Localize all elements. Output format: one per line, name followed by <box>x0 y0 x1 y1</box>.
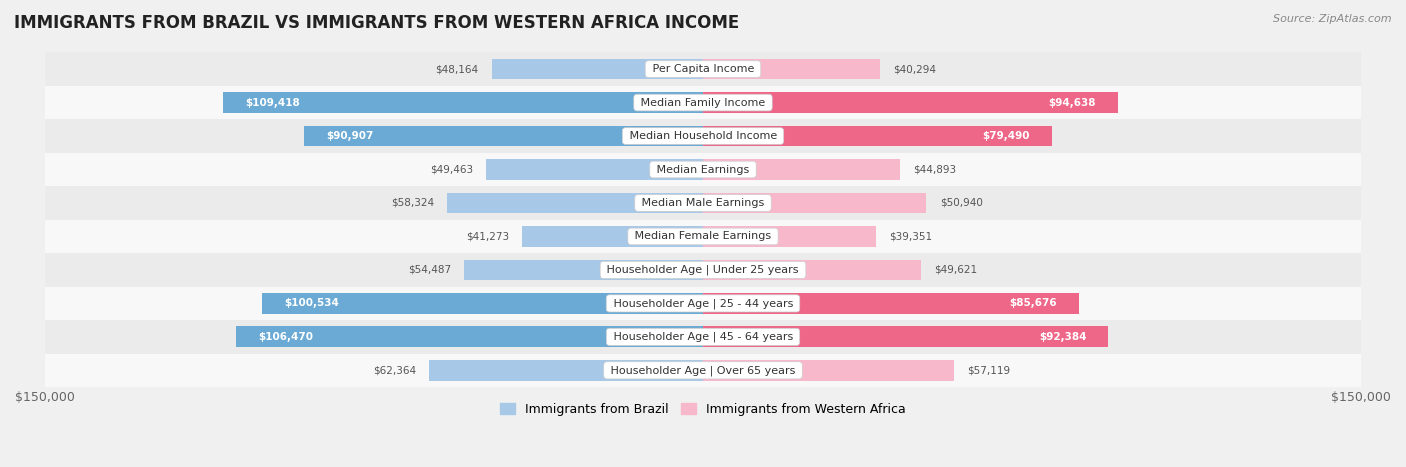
Text: Per Capita Income: Per Capita Income <box>648 64 758 74</box>
Text: $58,324: $58,324 <box>391 198 434 208</box>
Bar <box>447 192 703 213</box>
Text: $57,119: $57,119 <box>967 365 1010 375</box>
Bar <box>703 159 900 180</box>
Text: $39,351: $39,351 <box>889 232 932 241</box>
Bar <box>224 92 703 113</box>
Text: Householder Age | 25 - 44 years: Householder Age | 25 - 44 years <box>610 298 796 309</box>
Bar <box>464 260 703 280</box>
Text: $90,907: $90,907 <box>326 131 374 141</box>
Text: Householder Age | 45 - 64 years: Householder Age | 45 - 64 years <box>610 332 796 342</box>
Text: $41,273: $41,273 <box>465 232 509 241</box>
Text: $100,534: $100,534 <box>284 298 339 308</box>
Bar <box>703 293 1078 314</box>
Text: Median Earnings: Median Earnings <box>654 164 752 175</box>
Text: Median Male Earnings: Median Male Earnings <box>638 198 768 208</box>
Text: Householder Age | Under 25 years: Householder Age | Under 25 years <box>603 265 803 275</box>
Bar <box>304 126 703 147</box>
Bar <box>45 320 1361 354</box>
Text: $48,164: $48,164 <box>436 64 478 74</box>
Bar <box>703 226 876 247</box>
Text: $54,487: $54,487 <box>408 265 451 275</box>
Text: IMMIGRANTS FROM BRAZIL VS IMMIGRANTS FROM WESTERN AFRICA INCOME: IMMIGRANTS FROM BRAZIL VS IMMIGRANTS FRO… <box>14 14 740 32</box>
Text: Source: ZipAtlas.com: Source: ZipAtlas.com <box>1274 14 1392 24</box>
Bar <box>703 59 880 79</box>
Legend: Immigrants from Brazil, Immigrants from Western Africa: Immigrants from Brazil, Immigrants from … <box>495 398 911 421</box>
Text: $50,940: $50,940 <box>939 198 983 208</box>
Bar <box>703 326 1108 347</box>
Bar <box>236 326 703 347</box>
Bar <box>45 287 1361 320</box>
Bar <box>262 293 703 314</box>
Text: $79,490: $79,490 <box>983 131 1029 141</box>
Bar <box>703 92 1118 113</box>
Text: $92,384: $92,384 <box>1039 332 1087 342</box>
Bar <box>45 219 1361 253</box>
Text: $49,621: $49,621 <box>934 265 977 275</box>
Bar <box>522 226 703 247</box>
Bar <box>429 360 703 381</box>
Bar <box>45 52 1361 86</box>
Bar <box>45 86 1361 119</box>
Bar <box>703 126 1052 147</box>
Text: $106,470: $106,470 <box>257 332 314 342</box>
Text: Median Household Income: Median Household Income <box>626 131 780 141</box>
Text: $44,893: $44,893 <box>912 164 956 175</box>
Text: Median Family Income: Median Family Income <box>637 98 769 107</box>
Bar <box>45 253 1361 287</box>
Bar <box>45 153 1361 186</box>
Text: $62,364: $62,364 <box>373 365 416 375</box>
Text: $109,418: $109,418 <box>245 98 299 107</box>
Text: Householder Age | Over 65 years: Householder Age | Over 65 years <box>607 365 799 375</box>
Text: $40,294: $40,294 <box>893 64 936 74</box>
Bar <box>45 354 1361 387</box>
Bar <box>703 192 927 213</box>
Bar <box>703 360 953 381</box>
Bar <box>45 119 1361 153</box>
Bar <box>492 59 703 79</box>
Bar <box>45 186 1361 219</box>
Bar <box>703 260 921 280</box>
Text: $49,463: $49,463 <box>430 164 472 175</box>
Text: $94,638: $94,638 <box>1049 98 1097 107</box>
Text: Median Female Earnings: Median Female Earnings <box>631 232 775 241</box>
Bar <box>486 159 703 180</box>
Text: $85,676: $85,676 <box>1010 298 1057 308</box>
